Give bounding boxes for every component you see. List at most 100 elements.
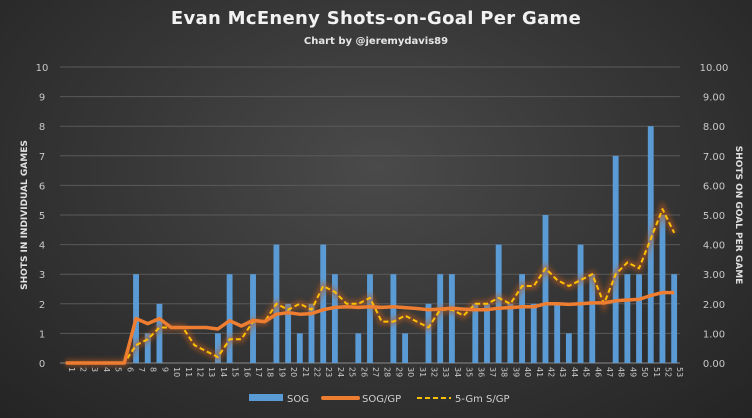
- x-tick: 24: [336, 367, 345, 377]
- x-tick: 37: [488, 367, 497, 377]
- bar: [636, 274, 642, 363]
- y-tick-left: 1: [39, 329, 45, 340]
- y-tick-right: 8.00: [703, 122, 725, 133]
- bar: [215, 333, 221, 363]
- bar: [624, 274, 631, 363]
- x-tick: 31: [418, 367, 427, 377]
- x-tick: 4: [102, 367, 111, 372]
- bar: [226, 274, 233, 363]
- x-tick: 26: [359, 367, 368, 377]
- bar: [437, 274, 444, 363]
- y-tick-right: 1.00: [703, 329, 725, 340]
- x-tick: 52: [663, 367, 672, 377]
- x-tick: 43: [558, 367, 567, 377]
- x-tick: 15: [231, 367, 240, 377]
- x-tick: 6: [125, 367, 134, 372]
- bar: [320, 244, 327, 363]
- y-tick-right: 10.00: [700, 63, 729, 74]
- bar: [507, 303, 514, 363]
- y-tick-right: 6.00: [703, 181, 725, 192]
- y-axis-label-right: SHOTS ON GOAL PER GAME: [733, 146, 743, 285]
- bar: [659, 215, 666, 363]
- bar: [355, 333, 362, 363]
- x-tick: 2: [79, 367, 88, 372]
- x-tick: 29: [394, 367, 403, 377]
- y-tick-left: 9: [39, 93, 45, 104]
- y-tick-left: 10: [36, 63, 49, 74]
- bar: [484, 303, 490, 363]
- x-tick: 39: [511, 367, 520, 377]
- x-tick: 47: [605, 367, 614, 377]
- x-tick: 12: [196, 367, 205, 377]
- legend: SOG SOG/GP 5-Gm S/GP: [249, 394, 510, 405]
- x-tick: 20: [289, 367, 298, 377]
- y-tick-right: 5.00: [703, 211, 725, 222]
- x-tick: 28: [383, 367, 392, 377]
- y-tick-right: 0.00: [703, 359, 725, 370]
- bar: [156, 303, 163, 363]
- bar: [402, 333, 409, 363]
- bar: [542, 215, 549, 363]
- bar: [612, 155, 619, 363]
- bar: [671, 274, 678, 363]
- x-tick: 5: [114, 367, 123, 372]
- x-tick: 18: [266, 367, 275, 377]
- bar: [308, 303, 315, 363]
- x-tick: 9: [160, 367, 169, 372]
- x-tick: 50: [640, 367, 649, 377]
- x-tick: 17: [254, 367, 263, 377]
- y-tick-left: 4: [39, 241, 45, 252]
- x-tick: 51: [652, 367, 661, 377]
- legend-swatch-sog: [249, 394, 283, 401]
- x-tick: 35: [465, 367, 474, 377]
- x-tick: 44: [570, 367, 579, 377]
- x-tick: 19: [277, 367, 286, 377]
- x-tick: 1: [67, 367, 76, 372]
- legend-label-sog-gp: SOG/GP: [362, 394, 401, 405]
- x-tick: 30: [406, 367, 415, 377]
- y-tick-left: 2: [39, 300, 45, 311]
- x-tick: 45: [582, 367, 591, 377]
- x-tick: 42: [546, 367, 555, 377]
- x-tick: 22: [313, 367, 322, 377]
- y-tick-right: 2.00: [703, 300, 725, 311]
- x-tick: 10: [172, 367, 181, 377]
- bar: [565, 333, 572, 363]
- bar: [589, 274, 596, 363]
- x-tick: 34: [453, 367, 462, 377]
- x-tick: 11: [184, 367, 193, 377]
- bar: [554, 303, 561, 363]
- y-tick-left: 0: [39, 359, 45, 370]
- x-tick: 40: [523, 367, 532, 377]
- y-tick-left: 5: [39, 211, 45, 222]
- x-tick: 21: [301, 367, 310, 377]
- y-tick-right: 4.00: [703, 241, 725, 252]
- bar: [519, 274, 525, 363]
- bar: [495, 244, 502, 363]
- bar: [367, 274, 373, 363]
- legend-label-sog: SOG: [287, 394, 309, 405]
- y-axis-label-left: SHOTS IN INDIVIDUAL GAMES: [20, 140, 30, 290]
- y-tick-right: 9.00: [703, 93, 725, 104]
- bar: [530, 303, 537, 363]
- x-tick: 14: [219, 367, 228, 377]
- x-tick: 27: [371, 367, 380, 377]
- x-tick: 13: [207, 367, 216, 377]
- chart-title: Evan McEneny Shots-on-Goal Per Game: [170, 8, 582, 29]
- y-tick-left: 8: [39, 122, 45, 133]
- x-tick: 3: [90, 367, 99, 372]
- y-tick-right: 3.00: [703, 270, 725, 281]
- bar: [472, 303, 479, 363]
- x-tick: 46: [593, 367, 602, 377]
- x-tick: 41: [535, 367, 544, 377]
- x-tick: 25: [348, 367, 357, 377]
- x-tick: 53: [675, 367, 684, 377]
- bar: [331, 274, 338, 363]
- bar: [285, 303, 292, 363]
- x-tick: 16: [242, 367, 251, 377]
- x-tick: 48: [617, 367, 626, 377]
- x-tick: 49: [628, 367, 637, 377]
- bar: [144, 333, 151, 363]
- x-tick: 7: [137, 367, 146, 372]
- line-5gm-sgp: [65, 208, 676, 364]
